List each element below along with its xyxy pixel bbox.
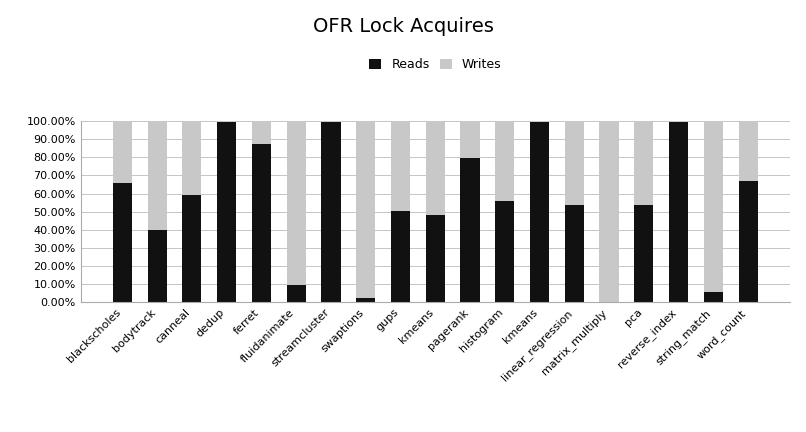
Bar [634, 121, 654, 205]
Bar [704, 121, 723, 292]
Legend: Reads, Writes: Reads, Writes [369, 58, 501, 71]
Bar [322, 121, 340, 302]
Bar [460, 121, 480, 158]
Bar [182, 195, 202, 302]
Bar [182, 121, 202, 195]
Bar [252, 144, 271, 302]
Bar [426, 121, 445, 215]
Bar [704, 292, 723, 302]
Bar [669, 121, 688, 302]
Bar [217, 121, 236, 302]
Bar [391, 121, 410, 211]
Bar [426, 215, 445, 302]
Bar [530, 121, 549, 302]
Text: OFR Lock Acquires: OFR Lock Acquires [313, 17, 493, 36]
Bar [147, 230, 167, 302]
Bar [356, 298, 376, 302]
Bar [634, 205, 654, 302]
Bar [600, 121, 618, 302]
Bar [391, 211, 410, 302]
Bar [738, 181, 758, 302]
Bar [252, 121, 271, 144]
Bar [356, 121, 376, 298]
Bar [495, 201, 514, 302]
Bar [113, 121, 132, 183]
Bar [738, 121, 758, 181]
Bar [460, 158, 480, 302]
Bar [287, 286, 305, 302]
Bar [287, 121, 305, 286]
Bar [565, 121, 584, 205]
Bar [147, 121, 167, 230]
Bar [113, 183, 132, 302]
Bar [495, 121, 514, 201]
Bar [565, 205, 584, 302]
